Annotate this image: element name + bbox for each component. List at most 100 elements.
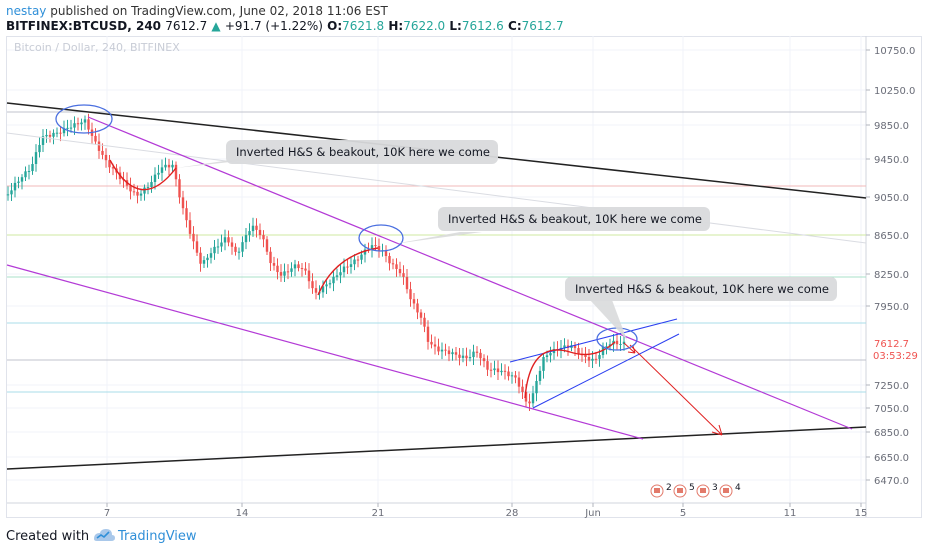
candle-body — [188, 220, 192, 234]
last-price-tag-label: 7612.7 — [874, 339, 909, 350]
candle-body — [594, 358, 598, 360]
candle-body — [549, 353, 552, 356]
candle-body — [192, 233, 195, 242]
candle-body — [517, 377, 521, 387]
candle-body — [55, 132, 59, 134]
candle-body — [307, 270, 311, 282]
candle-body — [80, 122, 83, 125]
tradingview-brand[interactable]: TradingView — [118, 529, 197, 544]
candle-body — [286, 271, 290, 273]
chart-frame[interactable] — [6, 36, 922, 518]
wedge-lower-line[interactable] — [532, 333, 680, 409]
lower-trend-line[interactable] — [6, 426, 867, 470]
publish-text: published on TradingView.com, June 02, 2… — [50, 4, 388, 18]
candle-body — [514, 375, 517, 378]
candle-body — [430, 341, 433, 345]
candle-body — [255, 225, 258, 230]
candle-body — [167, 164, 171, 168]
high-label: H: — [388, 19, 404, 33]
candle-body — [10, 190, 13, 195]
candle-body — [24, 171, 27, 178]
channel-lower-line[interactable] — [6, 264, 644, 440]
candle-body — [73, 123, 76, 128]
price-tick-label: 6650.0 — [874, 453, 909, 464]
candle-body — [69, 127, 73, 129]
candle-body — [584, 354, 587, 357]
highlight-ellipse[interactable] — [358, 224, 404, 252]
candle-body — [349, 264, 353, 267]
candle-body — [111, 167, 115, 169]
candle-body — [230, 242, 234, 247]
candle-body — [136, 191, 139, 196]
candle-body — [563, 345, 566, 348]
candle-body — [384, 250, 388, 257]
candle-body — [325, 284, 328, 287]
head-shoulders-curve-3[interactable] — [524, 341, 616, 399]
candle-body — [538, 370, 542, 381]
callout-box[interactable] — [438, 207, 710, 231]
arrow-head-icon — [711, 424, 723, 436]
candle-body — [528, 401, 531, 404]
open-label: O: — [327, 19, 343, 33]
candle-body — [248, 231, 251, 236]
candle-body — [377, 246, 381, 251]
candle-body — [17, 181, 20, 183]
candle-body — [409, 289, 412, 300]
time-tick-label: 15 — [855, 508, 868, 519]
wedge-upper-line[interactable] — [509, 318, 678, 363]
candle-body — [412, 299, 416, 304]
candle-body — [108, 160, 111, 168]
candle-body — [472, 351, 475, 358]
candle-body — [440, 349, 444, 352]
candle-body — [34, 152, 38, 165]
candle-body — [391, 263, 395, 265]
footer: Created with TradingView — [0, 520, 932, 550]
price-tick-label: 8650.0 — [874, 231, 909, 242]
candle-body — [531, 393, 535, 404]
candle-body — [132, 191, 136, 193]
candle-body — [521, 386, 524, 393]
candle-body — [524, 392, 528, 402]
candle-body — [486, 361, 489, 370]
candle-body — [227, 237, 230, 243]
candle-body — [129, 185, 132, 192]
candle-body — [619, 343, 622, 345]
price-axis: 10750.0 10250.0 9850.0 9450.0 9050.0 8650.0 82… — [865, 36, 915, 517]
candle-body — [328, 283, 332, 285]
candle-body — [104, 154, 108, 161]
candle-body — [66, 127, 69, 129]
highlight-ellipse[interactable] — [55, 104, 113, 134]
candle-body — [577, 348, 580, 355]
faint-trend-line — [6, 132, 867, 244]
candle-body — [423, 317, 426, 327]
candle-body — [262, 235, 265, 240]
candle-body — [510, 375, 514, 377]
candle-body — [52, 132, 55, 137]
candle-body — [370, 245, 374, 250]
symbol-label: BITFINEX:BTCUSD, 240 — [6, 19, 162, 33]
candle-body — [622, 341, 626, 344]
price-tick-label: 7050.0 — [874, 404, 909, 415]
tradingview-logo-icon[interactable] — [92, 526, 116, 544]
candle-body — [62, 128, 66, 134]
callout-box[interactable] — [565, 277, 837, 301]
candle-body — [402, 273, 405, 277]
time-axis: 7 14 21 28 Jun 5 11 15 — [7, 502, 868, 519]
callout-box[interactable] — [226, 140, 498, 164]
projection-arrow[interactable] — [629, 344, 723, 436]
candle-body — [265, 239, 269, 252]
time-tick-label: 14 — [236, 508, 249, 519]
candle-body — [139, 193, 143, 196]
candle-body — [202, 260, 206, 264]
candle-body — [94, 135, 97, 142]
head-shoulders-curve-1[interactable] — [109, 159, 177, 191]
candle-body — [164, 164, 167, 168]
candle-body — [447, 350, 451, 355]
time-tick-label: Jun — [584, 508, 601, 519]
candle-body — [482, 358, 486, 362]
channel-upper-line[interactable] — [87, 116, 853, 430]
candle-body — [493, 368, 496, 371]
candle-body — [269, 251, 272, 264]
author-link[interactable]: nestay — [6, 4, 47, 18]
